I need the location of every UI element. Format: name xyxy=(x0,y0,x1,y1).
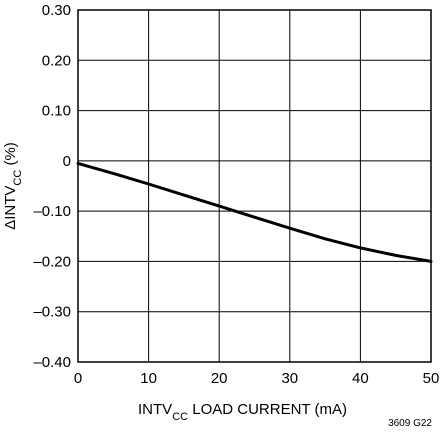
x-axis-label: INTVCC LOAD CURRENT (mA) xyxy=(138,401,347,423)
x-tick-label: 20 xyxy=(211,370,228,387)
x-tick-label: 10 xyxy=(140,370,157,387)
y-tick-label: 0 xyxy=(63,153,71,170)
series-layer xyxy=(76,161,433,263)
x-tick-label: 40 xyxy=(352,370,369,387)
grid xyxy=(77,9,432,363)
y-axis-label-sub: CC xyxy=(12,170,24,186)
x-axis-label-sub: CC xyxy=(172,411,188,423)
y-tick-label: –0.40 xyxy=(33,354,71,371)
y-tick-label: 0.10 xyxy=(42,103,71,120)
y-tick-label: 0.30 xyxy=(42,2,71,19)
x-tick-label: 30 xyxy=(281,370,298,387)
y-tick-label: 0.20 xyxy=(42,52,71,69)
y-tick-label: –0.30 xyxy=(33,304,71,321)
y-axis-label: ΔINTVCC (%) xyxy=(2,142,24,230)
x-tick-label: 50 xyxy=(423,370,440,387)
plot-frame xyxy=(77,9,432,363)
y-tick-labels: 0.30 0.20 0.10 0 –0.10 –0.20 –0.30 –0.40 xyxy=(33,2,71,371)
series-line xyxy=(76,161,433,263)
x-tick-label: 0 xyxy=(74,370,82,387)
x-axis-label-rest: LOAD CURRENT (mA) xyxy=(188,401,347,418)
y-axis-label-rest: (%) xyxy=(2,142,19,170)
y-tick-label: –0.20 xyxy=(33,253,71,270)
x-tick-labels: 0 10 20 30 40 50 xyxy=(74,370,440,387)
y-axis-label-prefix: ΔINTV xyxy=(2,186,19,230)
y-tick-label: –0.10 xyxy=(33,203,71,220)
figure-id: 3609 G22 xyxy=(388,418,432,429)
x-axis-label-main: INTV xyxy=(138,401,172,418)
